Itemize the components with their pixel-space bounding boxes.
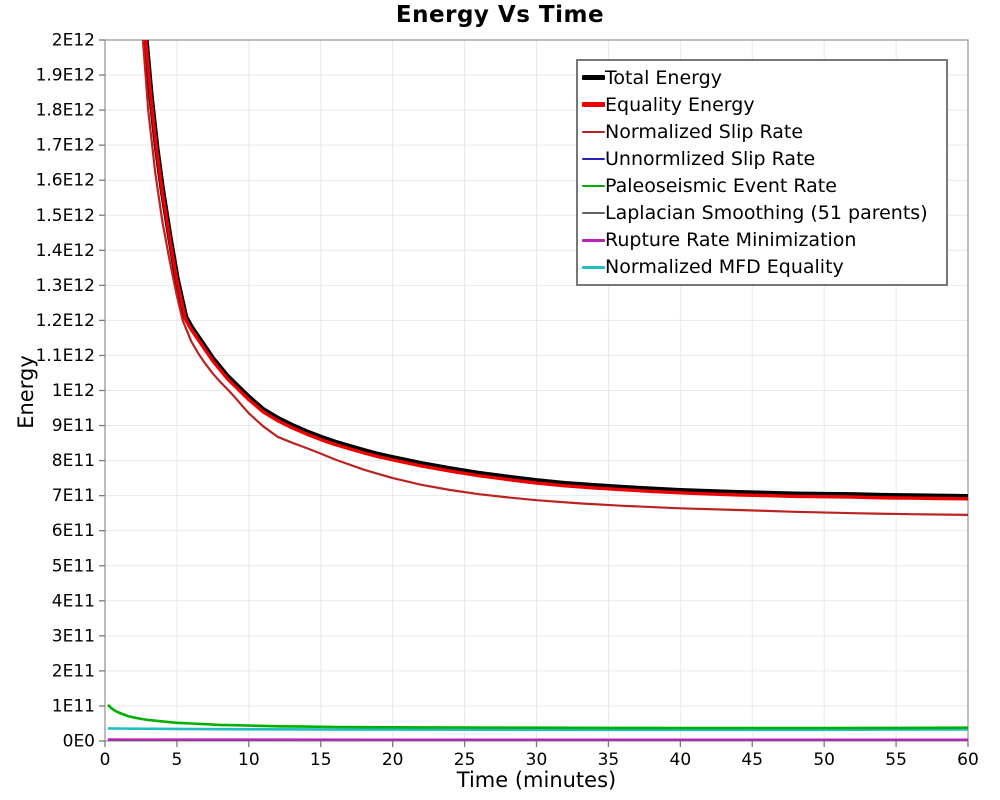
y-tick-label: 1.9E12 (36, 66, 95, 86)
legend-item-paleoseismic-event-rate: Paleoseismic Event Rate (582, 173, 942, 199)
legend-item-equality-energy: Equality Energy (582, 92, 942, 118)
x-tick-label: 15 (310, 750, 332, 770)
x-tick-label: 40 (670, 750, 692, 770)
legend-label: Equality Energy (605, 93, 755, 116)
legend-label: Paleoseismic Event Rate (605, 175, 837, 198)
legend-item-laplacian-smoothing-51-parents: Laplacian Smoothing (51 parents) (582, 200, 942, 226)
legend-label: Unnormlized Slip Rate (605, 147, 816, 170)
legend-label: Laplacian Smoothing (51 parents) (605, 202, 928, 225)
y-tick-label: 1.1E12 (36, 346, 95, 366)
legend-swatch-icon (582, 130, 605, 134)
series-line-normalized-slip-rate (141, 40, 968, 516)
x-tick-label: 0 (100, 750, 111, 770)
x-tick-label: 45 (741, 750, 763, 770)
legend-label: Normalized Slip Rate (605, 120, 804, 143)
legend-swatch-icon (582, 75, 605, 81)
legend-item-normalized-slip-rate: Normalized Slip Rate (582, 119, 942, 145)
y-tick-label: 5E11 (52, 556, 95, 576)
legend-label: Total Energy (605, 66, 722, 89)
y-tick-label: 1E12 (52, 381, 95, 401)
legend-swatch-icon (582, 239, 605, 242)
y-tick-label: 0E0 (63, 732, 95, 752)
series-line-equality-energy (144, 40, 968, 501)
y-tick-label: 4E11 (52, 591, 95, 611)
y-axis-label: Energy (14, 355, 38, 429)
legend-swatch-icon (582, 184, 605, 188)
x-tick-label: 55 (885, 750, 907, 770)
legend-item-unnormlized-slip-rate: Unnormlized Slip Rate (582, 146, 942, 172)
y-tick-label: 8E11 (52, 451, 95, 471)
x-tick-label: 20 (382, 750, 404, 770)
y-tick-label: 1.6E12 (36, 171, 95, 191)
y-tick-label: 3E11 (52, 626, 95, 646)
y-tick-label: 1.8E12 (36, 101, 95, 121)
legend-item-total-energy: Total Energy (582, 65, 942, 91)
x-tick-label: 10 (238, 750, 260, 770)
x-axis-label: Time (minutes) (456, 768, 617, 792)
x-tick-label: 50 (813, 750, 835, 770)
series-line-paleoseismic-event-rate (107, 703, 968, 730)
x-tick-label: 35 (598, 750, 620, 770)
y-tick-label: 6E11 (52, 521, 95, 541)
x-tick-label: 25 (454, 750, 476, 770)
series-line-normalized-mfd-equality (107, 727, 968, 732)
legend-swatch-icon (582, 102, 605, 108)
legend-item-normalized-mfd-equality: Normalized MFD Equality (582, 254, 942, 280)
y-tick-label: 1.4E12 (36, 241, 95, 261)
legend-swatch-icon (582, 211, 605, 215)
legend-swatch-icon (582, 266, 605, 269)
y-tick-label: 1.3E12 (36, 276, 95, 296)
x-tick-label: 30 (526, 750, 548, 770)
legend-swatch-icon (582, 157, 605, 161)
y-tick-label: 2E11 (52, 661, 95, 681)
legend: Total Energy Equality Energy Normalized Sl… (576, 59, 948, 286)
x-tick-label: 60 (957, 750, 979, 770)
y-tick-label: 1.5E12 (36, 206, 95, 226)
y-tick-label: 1.7E12 (36, 136, 95, 156)
legend-item-rupture-rate-minimization: Rupture Rate Minimization (582, 227, 942, 253)
x-tick-label: 5 (172, 750, 183, 770)
y-tick-label: 2E12 (52, 31, 95, 51)
y-tick-label: 7E11 (52, 486, 95, 506)
y-tick-label: 1E11 (52, 696, 95, 716)
y-tick-label: 9E11 (52, 416, 95, 436)
chart-title: Energy Vs Time (395, 2, 605, 28)
legend-label: Rupture Rate Minimization (605, 229, 857, 252)
y-tick-label: 1.2E12 (36, 311, 95, 331)
legend-label: Normalized MFD Equality (605, 256, 844, 279)
